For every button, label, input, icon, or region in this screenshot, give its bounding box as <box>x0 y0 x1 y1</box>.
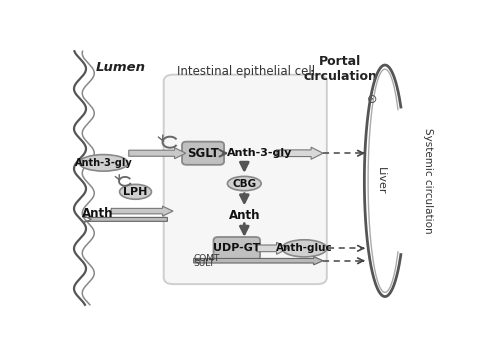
Ellipse shape <box>227 176 261 191</box>
Text: Lumen: Lumen <box>96 61 146 74</box>
Text: SULT: SULT <box>194 259 215 268</box>
Polygon shape <box>276 147 323 159</box>
Text: Liver: Liver <box>376 167 386 194</box>
Ellipse shape <box>282 240 327 257</box>
Text: Systemic circulation: Systemic circulation <box>423 128 433 234</box>
Text: COMT: COMT <box>194 254 220 263</box>
Ellipse shape <box>79 155 128 171</box>
Polygon shape <box>83 216 167 223</box>
Text: Anth: Anth <box>82 207 114 221</box>
Ellipse shape <box>120 184 151 199</box>
Polygon shape <box>111 206 173 216</box>
FancyBboxPatch shape <box>213 237 260 260</box>
Polygon shape <box>129 148 186 159</box>
Text: SGLT: SGLT <box>187 147 219 160</box>
Text: CBG: CBG <box>232 179 257 189</box>
Text: Anth-3-gly: Anth-3-gly <box>227 148 292 158</box>
Text: LPH: LPH <box>123 187 148 197</box>
FancyBboxPatch shape <box>164 75 327 284</box>
Text: Anth-3-gly: Anth-3-gly <box>75 158 133 168</box>
FancyBboxPatch shape <box>182 142 224 165</box>
Text: UDP-GT: UDP-GT <box>213 243 260 253</box>
Text: Anth: Anth <box>228 209 260 222</box>
Text: Anth-gluc: Anth-gluc <box>276 243 333 253</box>
Text: ⊙: ⊙ <box>366 93 377 106</box>
Polygon shape <box>257 242 288 255</box>
Polygon shape <box>194 257 323 265</box>
Text: Portal
circulation: Portal circulation <box>303 55 377 83</box>
Text: Intestinal epithelial cell: Intestinal epithelial cell <box>177 65 315 78</box>
